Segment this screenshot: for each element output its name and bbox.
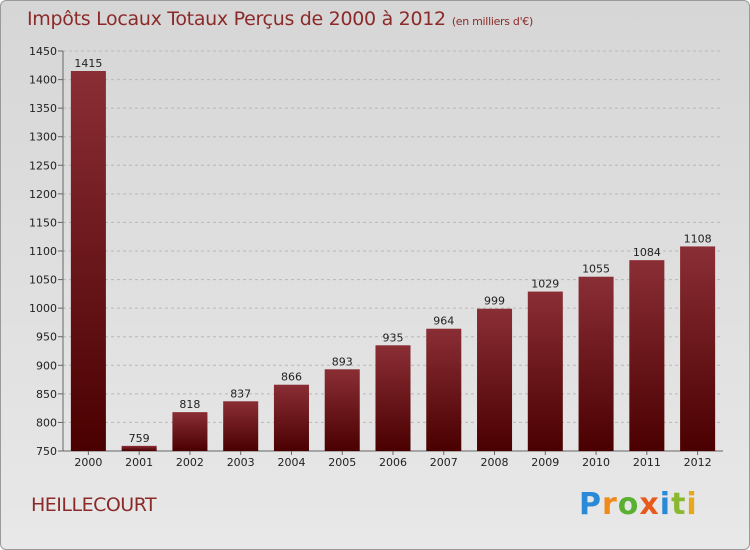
bar-2001 xyxy=(121,445,157,451)
y-tick-label: 850 xyxy=(36,388,57,401)
bar-2009 xyxy=(527,291,563,451)
bar-2002 xyxy=(172,412,208,451)
value-label-2007: 964 xyxy=(433,315,454,328)
value-label-2006: 935 xyxy=(383,331,404,344)
place-name: HEILLECOURT xyxy=(31,494,157,516)
value-label-2011: 1084 xyxy=(633,246,661,259)
chart-title-text: Impôts Locaux Totaux Perçus de 2000 à 20… xyxy=(27,8,446,30)
value-label-2004: 866 xyxy=(281,371,302,384)
x-tick-label-2001: 2001 xyxy=(125,456,153,469)
value-label-2012: 1108 xyxy=(684,232,712,245)
y-tick-labels: 750 800 850 900 950 1000 1050 1100 1150 1200 1250 1… xyxy=(29,45,57,458)
y-tick-label: 1450 xyxy=(29,45,57,58)
bar-2007 xyxy=(426,328,462,451)
value-label-2000: 1415 xyxy=(74,57,102,70)
x-tick-label-2008: 2008 xyxy=(481,456,509,469)
y-tick-label: 1350 xyxy=(29,102,57,115)
chart-title: Impôts Locaux Totaux Perçus de 2000 à 20… xyxy=(27,8,533,30)
value-label-2002: 818 xyxy=(179,398,200,411)
x-tick-label-2002: 2002 xyxy=(176,456,204,469)
bar-2005 xyxy=(324,369,360,451)
y-tick-label: 1000 xyxy=(29,302,57,315)
bar-2000 xyxy=(70,71,106,451)
x-tick-label-2000: 2000 xyxy=(74,456,102,469)
value-label-2008: 999 xyxy=(484,295,505,308)
bar-2011 xyxy=(629,260,665,451)
x-tick-label-2006: 2006 xyxy=(379,456,407,469)
bars xyxy=(70,71,716,451)
y-tick-label: 1150 xyxy=(29,216,57,229)
x-tick-label-2012: 2012 xyxy=(684,456,712,469)
y-tick-label: 900 xyxy=(36,359,57,372)
y-tick-label: 1300 xyxy=(29,131,57,144)
y-tick-label: 750 xyxy=(36,445,57,458)
x-tick-label-2011: 2011 xyxy=(633,456,661,469)
bar-2006 xyxy=(375,345,411,451)
bar-2010 xyxy=(578,276,614,451)
x-tick-label-2005: 2005 xyxy=(328,456,356,469)
y-tick-label: 1100 xyxy=(29,245,57,258)
y-tick-label: 800 xyxy=(36,416,57,429)
value-label-2001: 759 xyxy=(129,432,150,445)
y-tick-label: 950 xyxy=(36,331,57,344)
x-tick-label-2004: 2004 xyxy=(277,456,305,469)
x-tick-label-2007: 2007 xyxy=(430,456,458,469)
value-label-2009: 1029 xyxy=(531,278,559,291)
bar-2008 xyxy=(477,308,513,451)
y-tick-label: 1200 xyxy=(29,188,57,201)
x-tick-label-2010: 2010 xyxy=(582,456,610,469)
y-tick-label: 1400 xyxy=(29,74,57,87)
value-label-2010: 1055 xyxy=(582,263,610,276)
bar-2012 xyxy=(680,246,716,451)
x-tick-label-2009: 2009 xyxy=(531,456,559,469)
y-tick-label: 1250 xyxy=(29,159,57,172)
bar-2003 xyxy=(223,401,259,451)
proxiti-logo[interactable]: Proxiti xyxy=(579,487,698,522)
bar-2004 xyxy=(273,384,309,451)
y-tick-label: 1050 xyxy=(29,274,57,287)
value-label-2003: 837 xyxy=(230,387,251,400)
value-label-2005: 893 xyxy=(332,355,353,368)
x-tick-label-2003: 2003 xyxy=(227,456,255,469)
chart-subtitle: (en milliers d'€) xyxy=(451,15,533,28)
x-tick-labels: 2000 2001 2002 2003 2004 2005 2006 2007 2008 2009… xyxy=(74,456,711,469)
value-labels: 1415 759 818 837 866 893 935 964 999 1029 1055 1084… xyxy=(74,57,711,445)
